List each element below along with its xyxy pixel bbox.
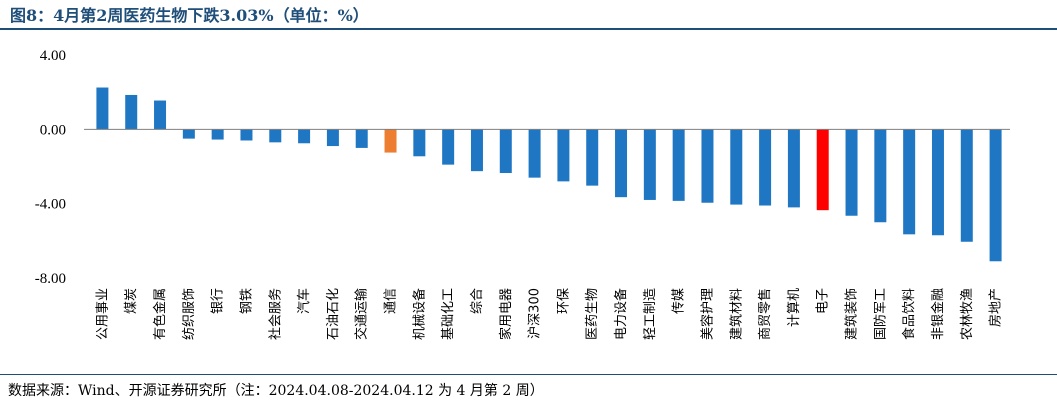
bar	[211, 129, 224, 140]
bar	[182, 129, 195, 139]
chart-title: 图8：4月第2周医药生物下跌3.03%（单位：%）	[10, 6, 369, 25]
bar	[701, 129, 714, 203]
footer-divider	[0, 374, 1057, 375]
bar	[528, 129, 541, 178]
category-label: 传媒	[672, 288, 687, 314]
category-label: 国防军工	[872, 288, 888, 340]
y-tick-label: -8.00	[35, 271, 66, 287]
category-label: 公用事业	[95, 288, 110, 340]
bar	[787, 129, 800, 208]
bar	[355, 129, 368, 148]
bar	[989, 129, 1002, 262]
category-label: 房地产	[988, 288, 1004, 327]
category-label: 银行	[211, 288, 226, 314]
category-label: 建筑装饰	[844, 288, 860, 340]
bar	[557, 129, 570, 182]
category-labels: 公用事业 煤炭 有色金属 纺织服饰 银行 钢铁 社会服务 汽车 石油石化 交通运输 通信 机械设备 基础…	[95, 288, 1003, 340]
category-label: 钢铁	[239, 288, 254, 314]
category-label: 综合	[470, 288, 485, 314]
category-label: 通信	[384, 288, 399, 314]
category-label: 轻工制造	[643, 288, 658, 340]
category-label: 医药生物	[585, 288, 600, 340]
category-label: 汽车	[296, 288, 312, 314]
y-tick-label: 4.00	[40, 48, 66, 64]
bar	[643, 129, 656, 200]
category-label: 沪深300	[527, 288, 543, 339]
category-label: 商贸零售	[757, 288, 773, 340]
title-divider	[0, 28, 1057, 30]
bar	[470, 129, 483, 172]
y-axis-ticks: 4.00 0.00 -4.00 -8.00	[35, 48, 66, 287]
bar	[903, 129, 916, 235]
category-label: 农林牧渔	[960, 288, 975, 340]
category-label: 机械设备	[411, 288, 427, 340]
category-label: 电子	[816, 288, 831, 314]
category-label: 食品饮料	[901, 288, 917, 340]
bar	[960, 129, 973, 242]
bar	[845, 129, 858, 216]
category-label: 建筑材料	[728, 288, 744, 340]
bar	[154, 100, 167, 130]
bar	[931, 129, 944, 236]
category-label: 社会服务	[267, 288, 283, 340]
bar	[413, 129, 426, 157]
y-tick-label: -4.00	[35, 197, 66, 213]
category-label: 有色金属	[152, 288, 168, 340]
bar	[874, 129, 887, 223]
bar	[442, 129, 455, 165]
bar	[615, 129, 628, 198]
bar	[240, 129, 253, 141]
bar	[499, 129, 512, 174]
bar	[326, 129, 339, 147]
category-label: 纺织服饰	[182, 288, 197, 340]
data-source-note: 数据来源：Wind、开源证券研究所（注：2024.04.08-2024.04.1…	[8, 383, 544, 399]
category-label: 石油石化	[326, 288, 341, 340]
category-label: 电力设备	[613, 288, 629, 340]
bar	[298, 129, 311, 144]
category-label: 家用电器	[498, 288, 514, 340]
y-tick-label: 0.00	[40, 122, 66, 138]
category-label: 美容护理	[699, 288, 715, 340]
bar	[759, 129, 772, 206]
bar	[96, 87, 109, 130]
bar	[269, 129, 282, 143]
bar	[672, 129, 685, 201]
category-label: 基础化工	[441, 288, 456, 340]
bar	[384, 129, 397, 153]
category-label: 计算机	[787, 288, 802, 327]
category-label: 交通运输	[354, 288, 370, 340]
bar	[730, 129, 743, 205]
bar	[586, 129, 599, 186]
bars-group	[96, 87, 1002, 262]
category-label: 环保	[556, 288, 571, 314]
bar	[125, 94, 138, 130]
category-label: 非银金融	[930, 288, 946, 340]
bar-chart: 4.00 0.00 -4.00 -8.00 公用事业 煤炭 有色金属 纺织服饰 银行 钢铁 社会服…	[35, 48, 1010, 340]
category-label: 煤炭	[124, 288, 139, 314]
bar	[816, 129, 829, 211]
